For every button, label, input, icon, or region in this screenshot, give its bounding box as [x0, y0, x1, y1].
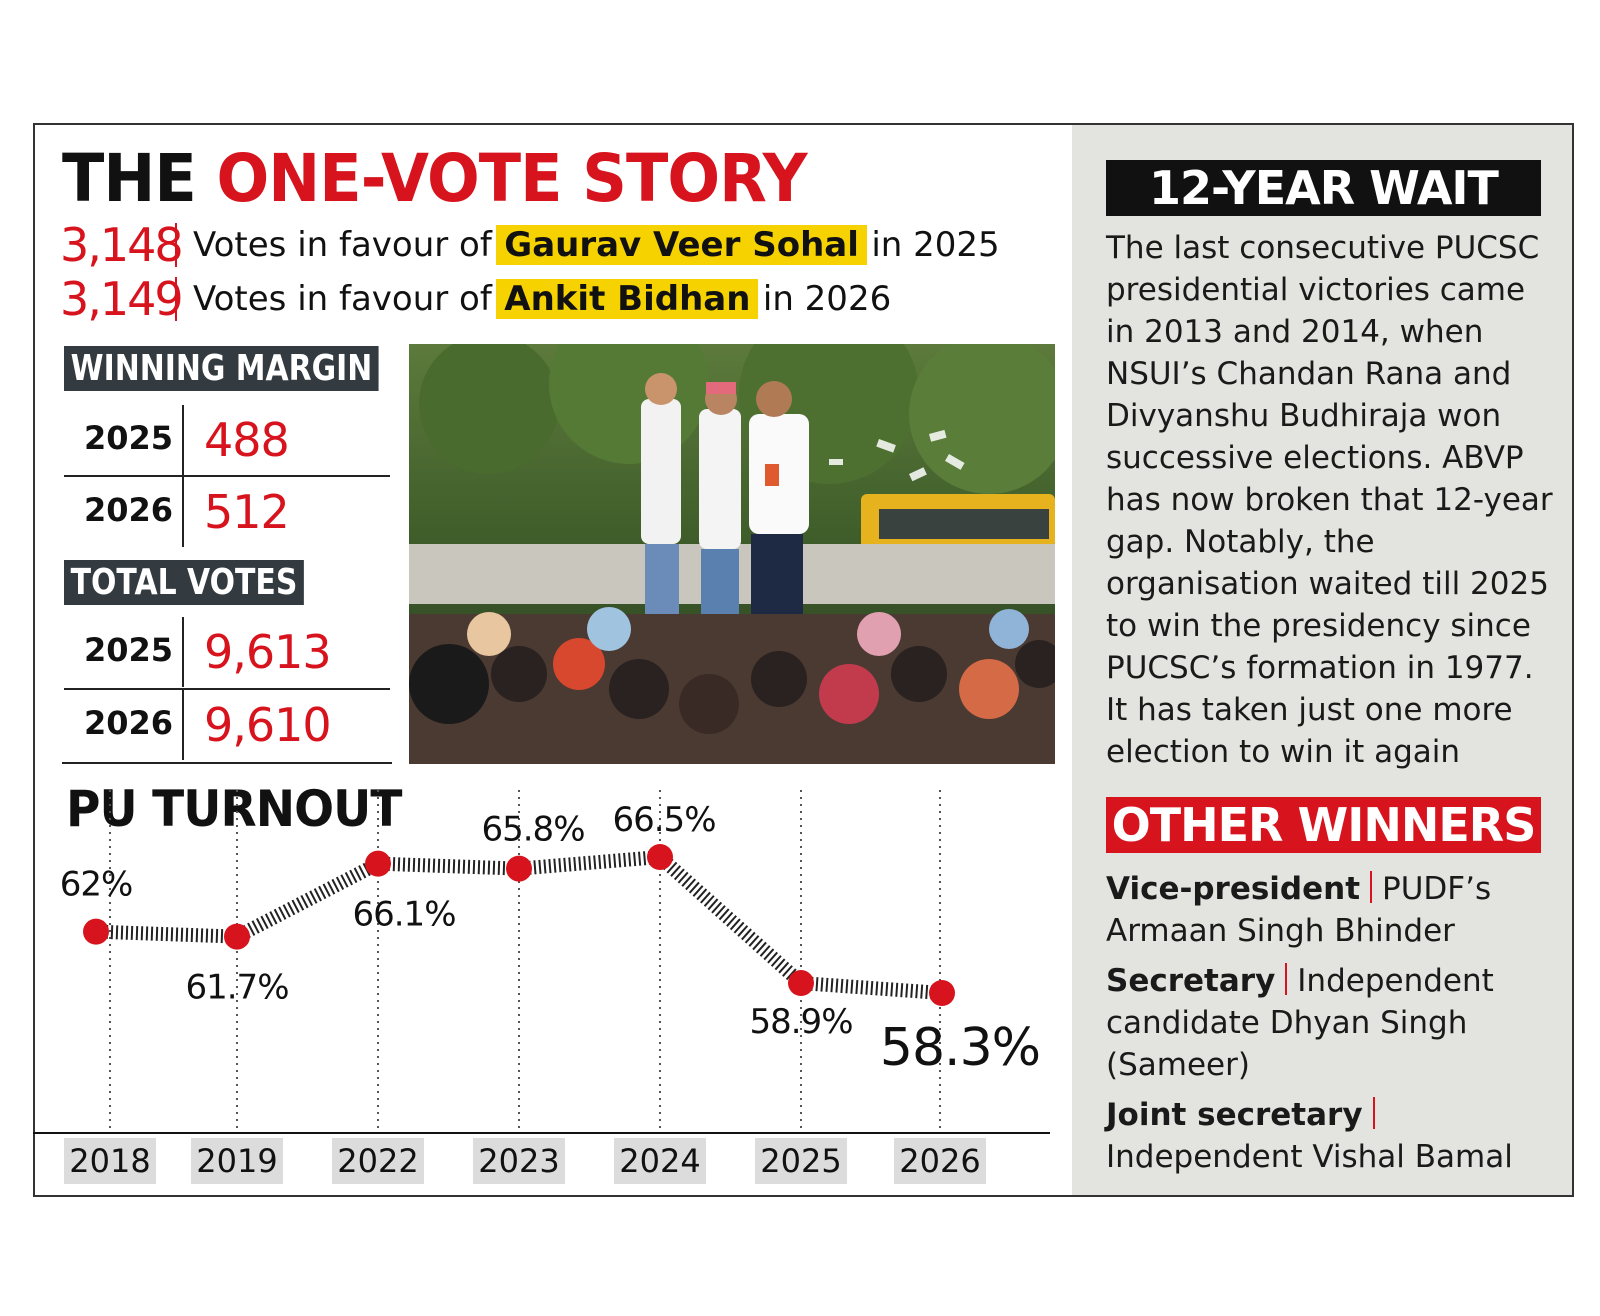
row-year: 2026: [84, 491, 174, 529]
winner-secretary: Secretary Independent candidate Dhyan Sin…: [1106, 960, 1556, 1086]
data-point-2025: [788, 970, 814, 997]
row-value: 512: [204, 485, 290, 539]
data-label-2018: 62%: [60, 865, 133, 905]
vote-separator: [175, 223, 177, 267]
winner-separator: [1372, 1097, 1375, 1129]
row-year: 2025: [84, 631, 174, 669]
tick-label-bg-2018: [64, 1138, 156, 1184]
winning-margin-row-2026: 2026 512: [64, 477, 390, 547]
data-label-2026: 58.3%: [880, 1018, 1040, 1078]
data-label-2023: 65.8%: [481, 810, 584, 850]
row-divider: [182, 477, 184, 547]
tick-label-2018: 2018: [69, 1142, 150, 1180]
vote-suffix: in 2025: [871, 225, 1000, 265]
vote-count: 3,149: [60, 272, 184, 326]
vote-line-2025: 3,148 Votes in favour of Gaurav Veer Soha…: [60, 218, 1000, 272]
row-rule: [64, 688, 390, 690]
vote-prefix: Votes in favour of: [193, 279, 492, 319]
winner-separator: [1285, 963, 1288, 995]
row-divider: [182, 617, 184, 687]
data-label-2024: 66.5%: [612, 800, 715, 840]
tick-label-2026: 2026: [899, 1142, 980, 1180]
vote-line-2026: 3,149 Votes in favour of Ankit Bidhan in …: [60, 272, 892, 326]
winner-detail: Independent Vishal Bamal: [1106, 1139, 1513, 1175]
tick-label-bg-2022: [332, 1138, 424, 1184]
winner-role: Secretary: [1106, 963, 1276, 999]
row-value: 9,610: [204, 698, 332, 752]
row-rule: [64, 475, 390, 477]
winner-detail: Independent candidate Dhyan Singh (Samee…: [1106, 963, 1494, 1083]
tick-label-bg-2026: [894, 1138, 986, 1184]
winning-margin-row-2025: 2025 488: [64, 405, 390, 475]
data-point-2018: [83, 918, 109, 945]
sidebar-panel: [1072, 125, 1572, 1195]
celebration-crowd-photo: [409, 344, 1055, 764]
tick-label-2019: 2019: [196, 1142, 277, 1180]
data-point-2026: [929, 980, 955, 1006]
winner-detail: PUDF’s Armaan Singh Bhinder: [1106, 871, 1492, 949]
headline-part1: THE: [62, 140, 197, 217]
winner-role: Vice-president: [1106, 871, 1361, 907]
chart-title: PU TURNOUT: [66, 780, 402, 838]
series-line-segment: [655, 851, 806, 989]
row-divider: [182, 405, 184, 475]
wait-text: The last consecutive PUCSC presidential …: [1106, 230, 1553, 770]
total-votes-row-2025: 2025 9,613: [64, 617, 390, 687]
row-value: 9,613: [204, 625, 332, 679]
total-votes-row-2026: 2026 9,610: [64, 690, 390, 760]
tick-label-bg-2023: [473, 1138, 565, 1184]
data-point-2024: [647, 844, 673, 870]
series-line-segment: [377, 856, 520, 876]
series-line-segment: [518, 850, 661, 876]
tick-label-2022: 2022: [337, 1142, 418, 1180]
data-label-2019: 61.7%: [185, 968, 288, 1008]
candidate-name: Gaurav Veer Sohal: [496, 225, 867, 265]
vote-separator: [175, 277, 177, 321]
vote-suffix: in 2026: [762, 279, 892, 319]
data-label-2022: 66.1%: [352, 895, 455, 935]
data-label-2025: 58.9%: [749, 1002, 852, 1042]
winner-role: Joint secretary: [1106, 1097, 1363, 1133]
vote-prefix: Votes in favour of: [193, 225, 492, 265]
turnout-chart: 62% 61.7% 66.1% 65.8% 66.5% 58.9% 58.3% 2018 201…: [33, 790, 1050, 1184]
tick-label-2023: 2023: [478, 1142, 559, 1180]
tick-label-bg-2019: [191, 1138, 283, 1184]
winners-list: Vice-president PUDF’s Armaan Singh Bhinde…: [1106, 868, 1556, 1186]
candidate-name: Ankit Bidhan: [496, 279, 759, 319]
row-year: 2025: [84, 419, 174, 457]
winners-heading: OTHER WINNERS: [1106, 797, 1541, 853]
series-line-segment: [800, 976, 943, 1000]
winning-margin-label: WINNING MARGIN: [64, 346, 379, 391]
data-point-2019: [224, 923, 250, 950]
row-value: 488: [204, 413, 290, 467]
tick-label-bg-2025: [755, 1138, 847, 1184]
series-line-segment: [95, 924, 238, 944]
table-bottom-rule: [62, 762, 392, 764]
headline-part2: ONE-VOTE STORY: [216, 140, 807, 217]
total-votes-label: TOTAL VOTES: [64, 560, 305, 605]
wait-heading: 12-YEAR WAIT: [1106, 160, 1541, 216]
data-point-2023: [506, 855, 532, 882]
data-point-2022: [365, 850, 391, 877]
row-divider: [182, 690, 184, 760]
photo-illustration: [409, 344, 1055, 764]
tick-label-2025: 2025: [760, 1142, 841, 1180]
winner-vice-president: Vice-president PUDF’s Armaan Singh Bhinde…: [1106, 868, 1556, 952]
vote-count: 3,148: [60, 218, 184, 272]
tick-label-bg-2024: [614, 1138, 706, 1184]
winner-joint-secretary: Joint secretary Independent Vishal Bamal: [1106, 1094, 1556, 1178]
winner-separator: [1370, 871, 1373, 903]
tick-label-2024: 2024: [619, 1142, 700, 1180]
row-year: 2026: [84, 704, 174, 742]
headline: THE ONE-VOTE STORY: [62, 140, 808, 217]
series-line-segment: [233, 857, 382, 943]
